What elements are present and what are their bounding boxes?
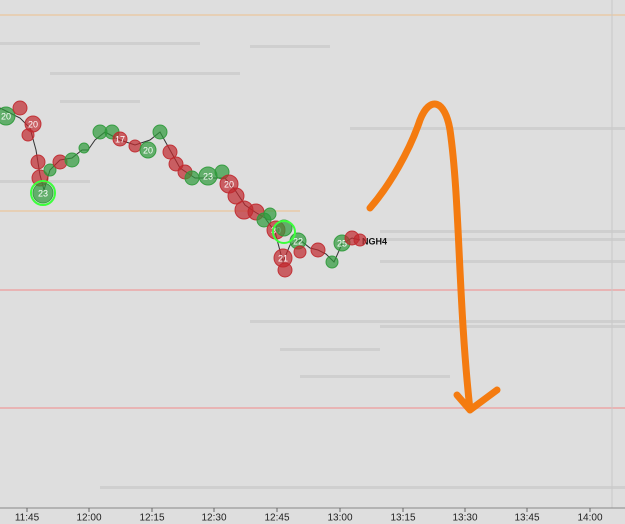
- time-label: 14:00: [577, 513, 602, 524]
- trade-bubble: [78, 142, 90, 154]
- depth-bars: [0, 42, 625, 489]
- highlight-ring: [272, 220, 296, 244]
- bubble-label: 20: [1, 111, 11, 121]
- trade-bubble: [277, 262, 293, 278]
- bubble-label: 20: [143, 145, 153, 155]
- trade-bubble: [43, 163, 57, 177]
- trade-bubble: [227, 187, 245, 205]
- time-label: 12:30: [201, 513, 226, 524]
- bubble-label: 23: [203, 171, 213, 181]
- trade-bubble: [64, 152, 80, 168]
- symbol-label: NGH4: [362, 236, 387, 246]
- trade-bubble: [310, 242, 326, 258]
- trade-bubble: [21, 128, 35, 142]
- trade-bubble: [162, 144, 178, 160]
- drawn-arrow: [366, 100, 501, 414]
- bubble-label: 20: [224, 179, 234, 189]
- bubble-label: 23: [38, 188, 48, 198]
- time-label: 12:45: [264, 513, 289, 524]
- trade-bubble: [30, 154, 46, 170]
- bubble-label: 17: [115, 134, 125, 144]
- time-label: 12:00: [76, 513, 101, 524]
- time-label: 12:15: [139, 513, 164, 524]
- trade-bubble: [112, 131, 128, 147]
- trade-bubble: [139, 141, 157, 159]
- trade-bubble: [152, 124, 168, 140]
- time-label: 13:15: [390, 513, 415, 524]
- trade-bubble: [184, 170, 200, 186]
- bubble-label: 22: [293, 236, 303, 246]
- time-label: 11:45: [15, 513, 40, 524]
- bubble-label: 21: [278, 253, 288, 263]
- trade-bubble: [353, 233, 367, 247]
- bubble-label: 25: [337, 238, 347, 248]
- trade-bubble: [293, 245, 307, 259]
- bubbles: 2020231720232030222125: [0, 100, 367, 278]
- trade-bubble: [12, 100, 28, 116]
- trade-bubble: [263, 207, 277, 221]
- time-label: 13:30: [452, 513, 477, 524]
- trade-bubble: [325, 255, 339, 269]
- trade-bubble: [0, 106, 16, 126]
- trade-bubble: [32, 182, 54, 204]
- bubble-label: 20: [28, 119, 38, 129]
- trade-bubble: [128, 139, 142, 153]
- time-label: 13:00: [327, 513, 352, 524]
- highlight-ring: [30, 180, 56, 206]
- time-label: 13:45: [514, 513, 539, 524]
